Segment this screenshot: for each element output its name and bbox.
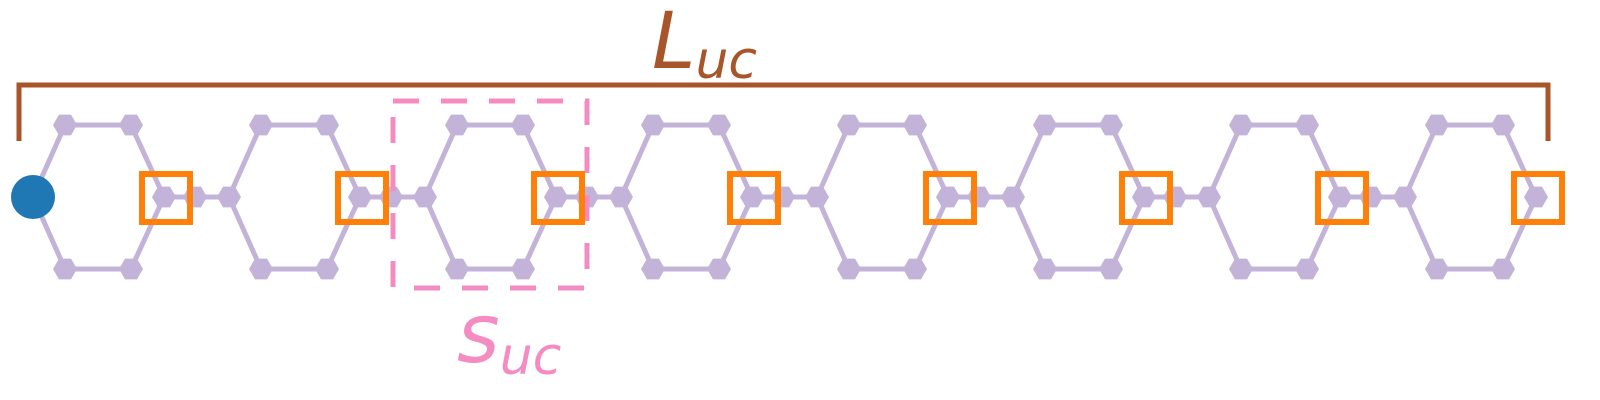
lattice-atom [609, 186, 633, 208]
lattice-atom [641, 258, 665, 280]
unit-cell-label: suc [457, 287, 561, 387]
ring-bond [520, 123, 559, 199]
lattice-atom [1033, 258, 1057, 280]
lattice-atom [249, 114, 273, 136]
lattice-atom [348, 186, 372, 208]
lattice-atom [805, 186, 829, 208]
ring-bond [814, 195, 852, 271]
lattice-atom [1099, 114, 1123, 136]
unit-cell-subscript: uc [500, 327, 562, 387]
lattice-atom [217, 186, 241, 208]
lattice-atom [903, 258, 927, 280]
lattice-atom [315, 114, 339, 136]
lattice-atom [1099, 258, 1123, 280]
ring-bond [1206, 195, 1244, 271]
ring-bond [1206, 123, 1244, 199]
site-square-marker [1119, 171, 1173, 225]
ring-bond [1010, 123, 1048, 199]
lattice-length-label: Luc [652, 0, 757, 91]
ring-bond [1500, 195, 1539, 271]
ring-bond [618, 195, 656, 271]
lattice-atom [544, 186, 568, 208]
site-square-marker [335, 171, 389, 225]
lattice-atom [119, 258, 143, 280]
lattice-atom [511, 114, 535, 136]
lattice-atom [641, 114, 665, 136]
ring-bond [1500, 123, 1539, 199]
ring-bond [422, 195, 460, 271]
lattice-atom [707, 114, 731, 136]
lattice-atoms [53, 114, 1548, 280]
unit-cell-main: s [457, 287, 500, 382]
lattice-atom [413, 186, 437, 208]
lattice-atom [707, 258, 731, 280]
ring-bond [324, 195, 363, 271]
lattice-atom [1393, 186, 1417, 208]
lattice-atom [315, 258, 339, 280]
lattice-atom [1491, 114, 1515, 136]
lattice-atom [445, 114, 469, 136]
lattice-atom [249, 258, 273, 280]
lattice-atom [936, 186, 960, 208]
lattice-atom [511, 258, 535, 280]
ring-bond [324, 123, 363, 199]
start-site-circle [11, 175, 55, 219]
ring-bond [912, 123, 951, 199]
ring-bond [1304, 195, 1343, 271]
lattice-atom [1197, 186, 1221, 208]
lattice-atom [903, 114, 927, 136]
lattice-length-bracket [16, 82, 1551, 141]
ring-bond [520, 195, 559, 271]
lattice-atom [1425, 258, 1449, 280]
lattice-atom [1033, 114, 1057, 136]
ring-bond [716, 195, 755, 271]
lattice-atom [740, 186, 764, 208]
lattice-atom [53, 114, 77, 136]
lattice-atom [1295, 258, 1319, 280]
lattice-atom [119, 114, 143, 136]
ring-bond [226, 123, 264, 199]
lattice-atom [1491, 258, 1515, 280]
lattice-atom [837, 258, 861, 280]
site-square-marker [531, 171, 585, 225]
ring-bond [226, 195, 264, 271]
lattice-atom [1229, 258, 1253, 280]
lattice-length-subscript: uc [695, 31, 757, 91]
unit-cell-box [390, 98, 590, 291]
ring-bond [1108, 195, 1147, 271]
ring-bond [1010, 195, 1048, 271]
ring-bond [618, 123, 656, 199]
lattice-atom [53, 258, 77, 280]
ring-bond [912, 195, 951, 271]
ring-bond [716, 123, 755, 199]
lattice-atom [1328, 186, 1352, 208]
ring-bond [1108, 123, 1147, 199]
lattice-atom [152, 186, 176, 208]
ring-bond [814, 123, 852, 199]
site-square-marker [1511, 171, 1565, 225]
ring-bond [1402, 195, 1440, 271]
ring-bond [128, 195, 167, 271]
ring-bond [422, 123, 460, 199]
lattice-atom [1425, 114, 1449, 136]
lattice-atom [1001, 186, 1025, 208]
site-square-marker [923, 171, 977, 225]
lattice-atom [1132, 186, 1156, 208]
ring-bond [1402, 123, 1440, 199]
site-square-marker [139, 171, 193, 225]
lattice-atom [445, 258, 469, 280]
ring-bond [128, 123, 167, 199]
lattice-atom [1229, 114, 1253, 136]
site-square-marker [727, 171, 781, 225]
marker-layer [11, 171, 1565, 225]
lattice-length-main: L [652, 0, 695, 87]
lattice-atom [1524, 186, 1548, 208]
site-square-marker [1315, 171, 1369, 225]
ring-bond [1304, 123, 1343, 199]
lattice-atom [1295, 114, 1319, 136]
lattice-atom [837, 114, 861, 136]
